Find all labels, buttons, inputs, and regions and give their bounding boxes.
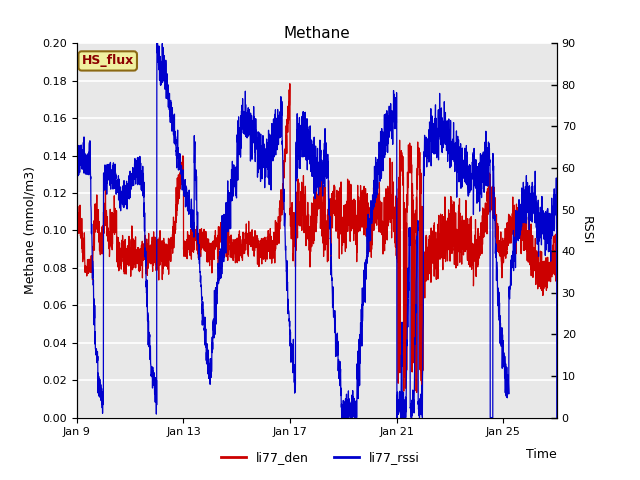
Y-axis label: RSSI: RSSI: [579, 216, 593, 245]
Title: Methane: Methane: [284, 25, 350, 41]
Y-axis label: Methane (mmol/m3): Methane (mmol/m3): [24, 167, 36, 294]
Text: Time: Time: [526, 447, 557, 460]
Text: HS_flux: HS_flux: [82, 54, 134, 67]
Legend: li77_den, li77_rssi: li77_den, li77_rssi: [216, 446, 424, 469]
